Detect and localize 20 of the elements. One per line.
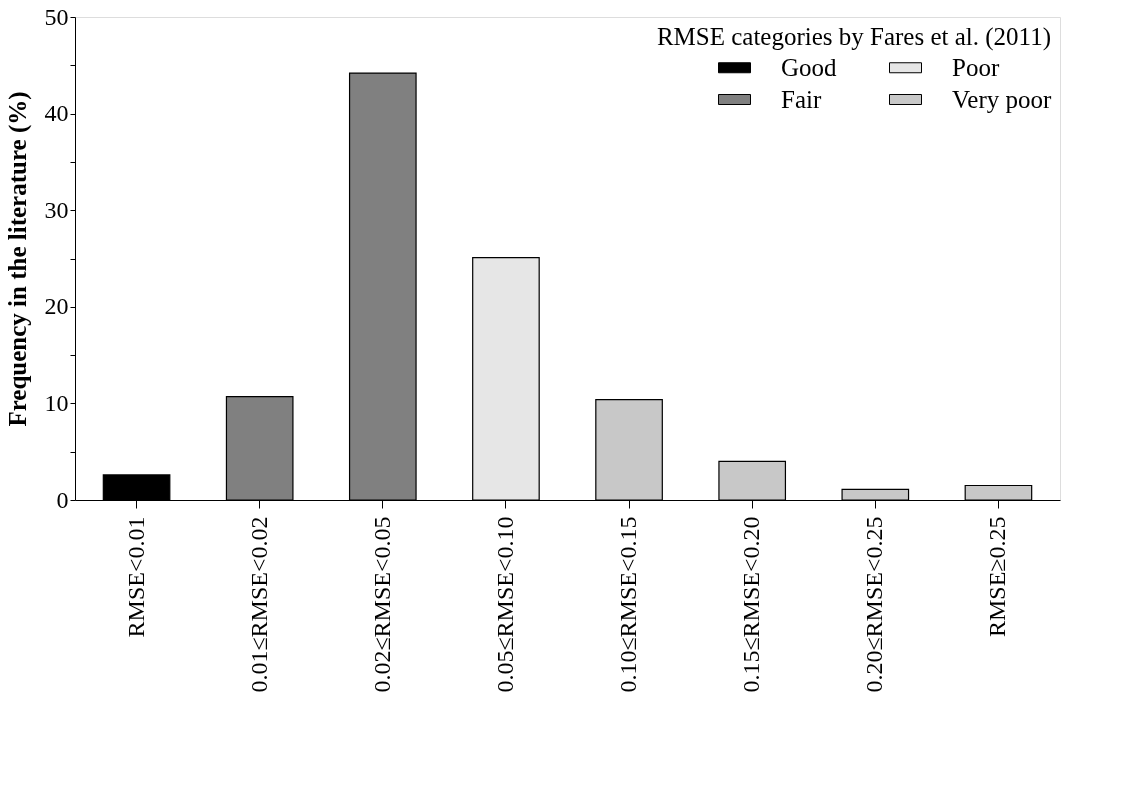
legend-label: Good (781, 53, 838, 81)
y-tick-label: 30 (44, 196, 69, 223)
x-tick-label: 0.05≤RMSE<0.10 (491, 516, 518, 693)
legend-label: Very poor (952, 85, 1052, 113)
legend-label: Poor (952, 53, 1000, 81)
y-axis-title: Frequency in the literature (%) (3, 91, 32, 427)
legend-title: RMSE categories by Fares et al. (2011) (656, 23, 1051, 51)
x-tick-label: 0.02≤RMSE<0.05 (368, 516, 395, 693)
x-tick-label: 0.20≤RMSE<0.25 (861, 516, 888, 693)
x-tick-label: 0.01≤RMSE<0.02 (245, 516, 272, 693)
y-tick-label: 0 (56, 486, 69, 513)
x-tick-label: 0.10≤RMSE<0.15 (615, 516, 642, 693)
y-tick-label: 40 (44, 100, 69, 127)
x-tick-label: RMSE<0.01 (122, 516, 149, 638)
y-tick-label: 50 (44, 3, 69, 30)
legend-label: Fair (781, 85, 822, 113)
y-tick-label: 20 (44, 293, 69, 320)
x-tick-label: 0.15≤RMSE<0.20 (738, 516, 765, 693)
x-tick-label: RMSE≥0.25 (984, 516, 1011, 638)
y-tick-label: 10 (44, 389, 69, 416)
